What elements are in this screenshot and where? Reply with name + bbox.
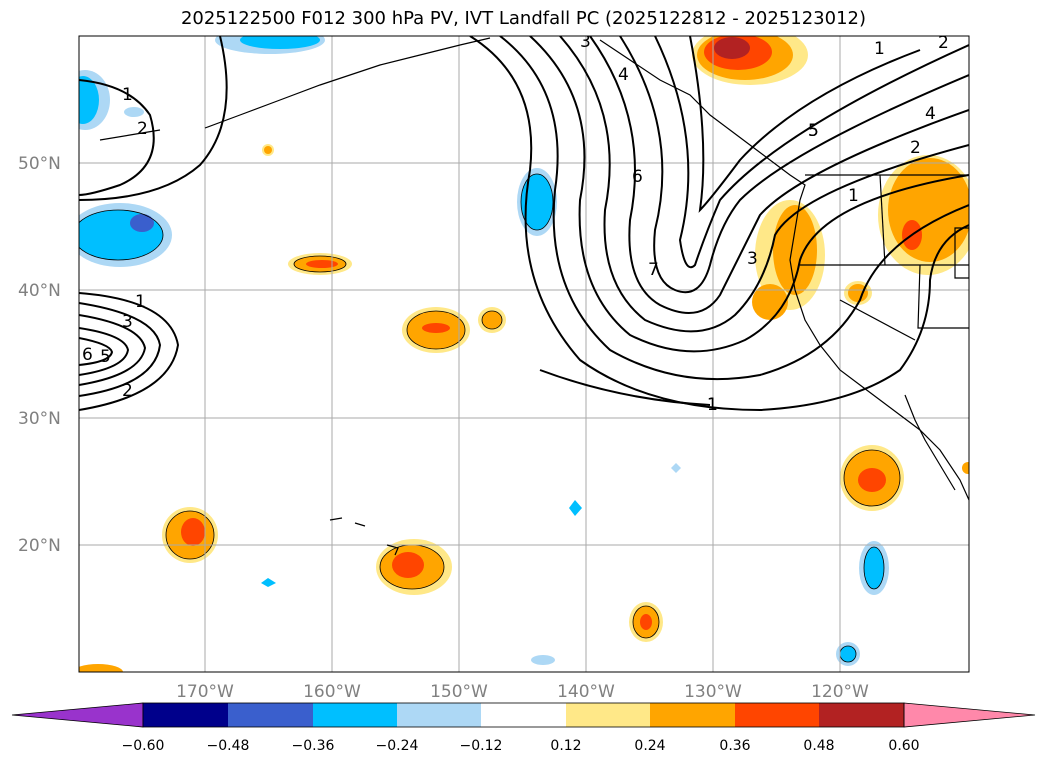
contour-label: 3 <box>747 249 758 269</box>
colorbar-segment <box>481 703 566 727</box>
colorbar-extend-low <box>11 702 144 728</box>
colorbar-segment <box>819 703 904 727</box>
contour-label: 7 <box>648 260 659 280</box>
lat-label: 30°N <box>18 409 61 429</box>
contour-label: 6 <box>82 345 93 365</box>
longitude-labels: 170°W 160°W 150°W 140°W 130°W 120°W <box>176 682 869 702</box>
colorbar-tick: 0.24 <box>634 738 665 754</box>
colorbar-tick: 0.36 <box>719 738 750 754</box>
contour-label: 2 <box>122 381 133 401</box>
lon-label: 120°W <box>811 682 869 702</box>
contour-label: 5 <box>808 121 819 141</box>
contour-label: 1 <box>707 395 718 415</box>
lat-label: 40°N <box>18 281 61 301</box>
coastlines <box>99 37 969 556</box>
lon-label: 170°W <box>176 682 234 702</box>
colorbar-tick: −0.36 <box>292 738 335 754</box>
colorbar-tick: −0.48 <box>207 738 250 754</box>
contour-label: 1 <box>848 186 859 206</box>
lon-label: 160°W <box>303 682 361 702</box>
colorbar-tick: −0.12 <box>460 738 503 754</box>
contour-label: 1 <box>707 395 718 415</box>
colorbar-segment <box>566 703 650 727</box>
lon-label: 150°W <box>430 682 488 702</box>
lat-label: 20°N <box>18 536 61 556</box>
colorbar-segment <box>143 703 228 727</box>
latitude-labels: 50°N 40°N 30°N 20°N <box>18 154 61 556</box>
colorbar-segment <box>735 703 819 727</box>
contour-label: 3 <box>580 32 591 52</box>
contour-label: 2 <box>910 138 921 158</box>
colorbar-tick: 0.60 <box>888 738 919 754</box>
colorbar-tick: −0.60 <box>122 738 165 754</box>
lon-label: 140°W <box>557 682 615 702</box>
contour-label: 1 <box>122 85 133 105</box>
map-frame <box>78 35 970 673</box>
contour-label: 5 <box>808 121 819 141</box>
contour-label: 2 <box>938 33 949 53</box>
graticule <box>79 36 969 672</box>
contour-label: 5 <box>100 347 111 367</box>
colorbar-segment <box>650 703 735 727</box>
colorbar-tick: 0.48 <box>803 738 834 754</box>
contour-label: 2 <box>137 119 148 139</box>
pv-anomaly-shading <box>79 36 969 672</box>
contour-labels: 1 2 1 3 5 6 2 1 5 4 3 2 1 2 4 5 6 7 3 1 … <box>82 32 949 415</box>
contour-label: 1 <box>135 292 146 312</box>
map-title: 2025122500 F012 300 hPa PV, IVT Landfall… <box>180 8 867 29</box>
colorbar-segment <box>228 703 313 727</box>
contour-label: 1 <box>874 39 885 59</box>
contour-label: 4 <box>618 65 629 85</box>
contour-label: 4 <box>925 104 936 124</box>
contour-label: 6 <box>632 167 643 187</box>
colorbar-extend-high <box>903 702 1036 728</box>
lat-label: 50°N <box>18 154 61 174</box>
contour-label: 3 <box>122 312 133 332</box>
colorbar-segment <box>313 703 397 727</box>
colorbar: −0.60 −0.48 −0.36 −0.24 −0.12 0.12 0.24 … <box>11 702 1036 754</box>
map-plot-area <box>79 36 969 672</box>
colorbar-segment <box>397 703 481 727</box>
lon-label: 130°W <box>684 682 742 702</box>
colorbar-tick: 0.12 <box>550 738 581 754</box>
colorbar-tick: −0.24 <box>376 738 419 754</box>
pv-contours <box>79 36 969 412</box>
